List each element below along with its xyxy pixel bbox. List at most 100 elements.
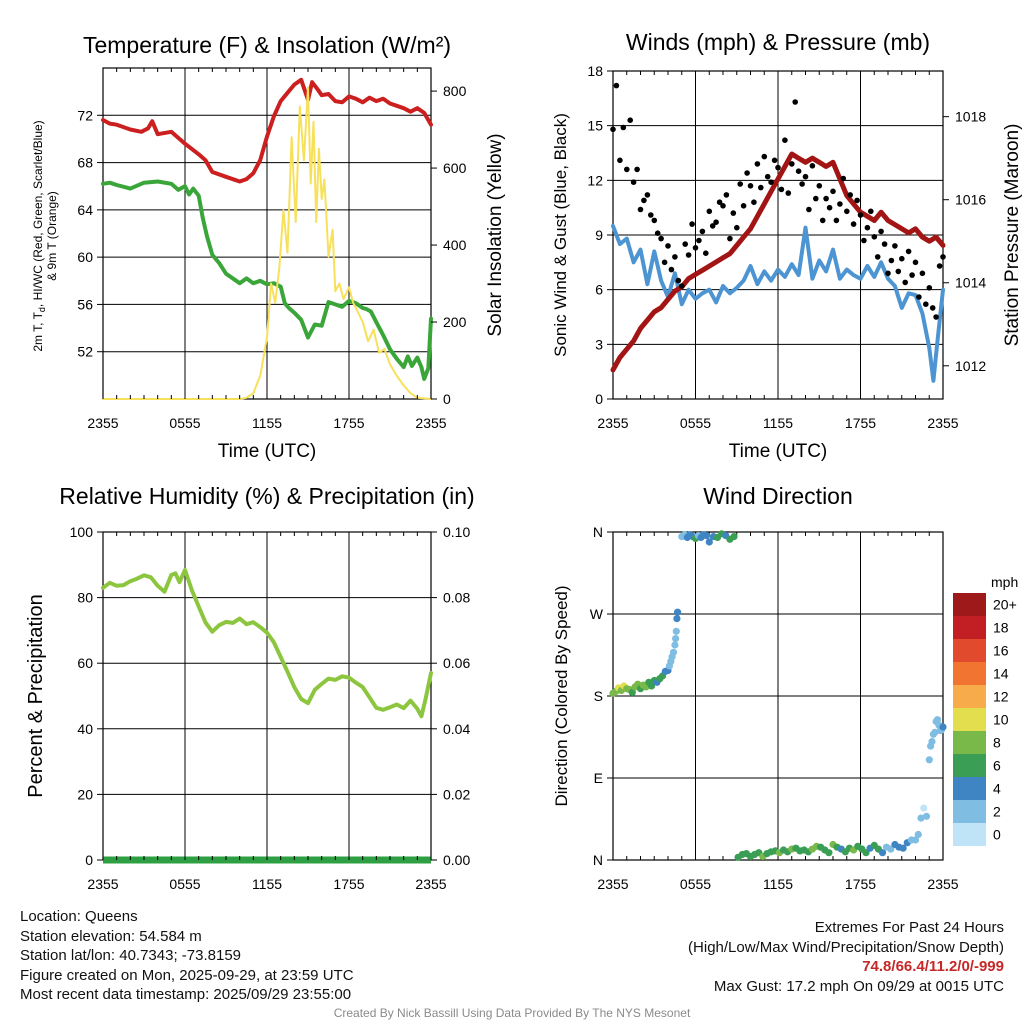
- wind-gust-point: [703, 250, 709, 256]
- wind-gust-point: [782, 137, 788, 143]
- colorbar-label: 8: [993, 735, 1001, 751]
- temp-y2-tick-label: 600: [443, 160, 467, 176]
- temp-y2-axis-title: Solar Insolation (Yellow): [485, 133, 506, 336]
- wdir-point: [917, 814, 925, 822]
- wdir-point: [887, 845, 895, 853]
- wdir-point: [672, 635, 680, 643]
- temp-y2-tick-label: 200: [443, 314, 467, 330]
- wind-y-tick-label: 15: [587, 118, 603, 134]
- wind-gust-point: [747, 183, 754, 189]
- wind-y2-tick-label: 1018: [955, 109, 986, 125]
- wind-gust-point: [775, 164, 781, 171]
- temp-x-axis-title: Time (UTC): [218, 441, 317, 462]
- wind-y2-tick-label: 1012: [955, 358, 986, 374]
- wind-gust-point: [840, 175, 847, 182]
- wdir-y-tick-label: N: [593, 852, 603, 868]
- wdir-point: [669, 648, 678, 656]
- wind-gust-point: [940, 254, 946, 260]
- wind-gust-point: [823, 195, 829, 202]
- wind-y-tick-label: 3: [595, 336, 603, 352]
- wind-gust-point: [648, 212, 654, 218]
- wind-gust-point: [637, 206, 644, 213]
- wdir-y-tick-label: W: [590, 606, 604, 622]
- wind-gust-point: [864, 224, 871, 231]
- wind-gust-point: [723, 192, 730, 198]
- wdir-point: [931, 728, 939, 737]
- wind-gust-point: [658, 235, 664, 242]
- wdir-point: [730, 533, 738, 541]
- colorbar-swatch: [953, 754, 986, 777]
- wdir-point: [673, 615, 681, 623]
- wind-series-pressure: [610, 151, 946, 373]
- wind-gust-point: [727, 235, 733, 242]
- colorbar-swatch: [953, 777, 986, 800]
- wind-gust-point: [861, 237, 867, 244]
- temp-x-tick-label: 1755: [333, 415, 364, 431]
- temp-x-tick-label: 2355: [415, 415, 446, 431]
- wind-gust-point: [857, 212, 864, 218]
- wdir-point: [922, 812, 931, 820]
- temp-y-tick-label: 72: [77, 107, 93, 123]
- rh-y-tick-label: 20: [77, 786, 93, 802]
- temp-y2-tick-label: 0: [443, 391, 451, 407]
- wind-gust-point: [813, 195, 819, 202]
- colorbar-label: 14: [993, 666, 1009, 682]
- wind-gust-point: [892, 243, 898, 249]
- temp-y-tick-label: 64: [77, 202, 93, 218]
- colorbar-label: 20+: [993, 597, 1017, 613]
- wind-gust-point: [789, 161, 795, 167]
- rh-y2-tick-label: 0.00: [443, 852, 470, 868]
- wind-gust-point: [610, 126, 616, 133]
- rh-y2-tick-label: 0.06: [443, 655, 470, 671]
- wind-gust-point: [761, 153, 768, 160]
- max-gust-text: Max Gust: 17.2 mph On 09/29 at 0015 UTC: [713, 977, 1004, 995]
- colorbar-label: 16: [993, 643, 1009, 659]
- temp-series-dewpoint: [101, 179, 433, 381]
- colorbar-title: mph: [991, 574, 1018, 590]
- wind-gust-point: [878, 228, 884, 235]
- rh-y-tick-label: 80: [77, 590, 93, 606]
- wind-gust-point: [744, 170, 750, 176]
- temp-y-tick-label: 68: [77, 155, 93, 171]
- rh-y-tick-label: 0: [85, 852, 93, 868]
- wdir-point: [878, 849, 887, 857]
- wind-gust-point: [936, 263, 943, 269]
- wind-gust-point: [651, 217, 658, 224]
- wind-x-axis-title: Time (UTC): [729, 441, 828, 462]
- wdir-x-tick-label: 2355: [597, 876, 628, 892]
- colorbar-swatch: [953, 708, 986, 731]
- temp-y-tick-label: 52: [77, 344, 93, 360]
- wind-gust-point: [630, 179, 637, 185]
- recent-data-text: Most recent data timestamp: 2025/09/29 2…: [20, 986, 352, 1003]
- colorbar-swatch: [953, 800, 986, 823]
- wind-gust-point: [620, 124, 627, 131]
- extremes-values: 74.8/66.4/11.2/0/-999: [862, 958, 1004, 975]
- wdir-point: [674, 608, 682, 616]
- wdir-x-tick-label: 0555: [680, 876, 711, 892]
- wind-gust-point: [661, 259, 668, 266]
- wind-gust-point: [771, 157, 778, 164]
- colorbar-swatch: [953, 662, 986, 685]
- wind-gust-point: [696, 237, 702, 244]
- wind-gust-point: [675, 277, 682, 284]
- wdir-point: [939, 723, 947, 731]
- wind-gust-point: [871, 234, 878, 240]
- wdir-point: [702, 532, 711, 540]
- temp-chart-title: Temperature (F) & Insolation (W/m²): [83, 32, 451, 58]
- wind-gust-point: [888, 257, 895, 264]
- wind-gust-point: [706, 208, 713, 215]
- wind-gust-point: [617, 157, 623, 164]
- location-text: Location: Queens: [20, 908, 138, 925]
- wind-gust-point: [679, 283, 685, 289]
- colorbar-swatch: [953, 685, 986, 708]
- wind-gust-point: [654, 230, 661, 236]
- wind-gust-point: [740, 203, 747, 209]
- wind-x-tick-label: 1755: [845, 415, 876, 431]
- wind-chart-title: Winds (mph) & Pressure (mb): [626, 29, 930, 55]
- wdir-x-tick-label: 1755: [845, 876, 876, 892]
- wdir-y-tick-label: N: [593, 524, 603, 540]
- rh-x-tick-label: 2355: [87, 876, 118, 892]
- wind-gust-point: [737, 181, 743, 187]
- wind-y-tick-label: 0: [595, 391, 603, 407]
- wind-gust-point: [854, 197, 860, 204]
